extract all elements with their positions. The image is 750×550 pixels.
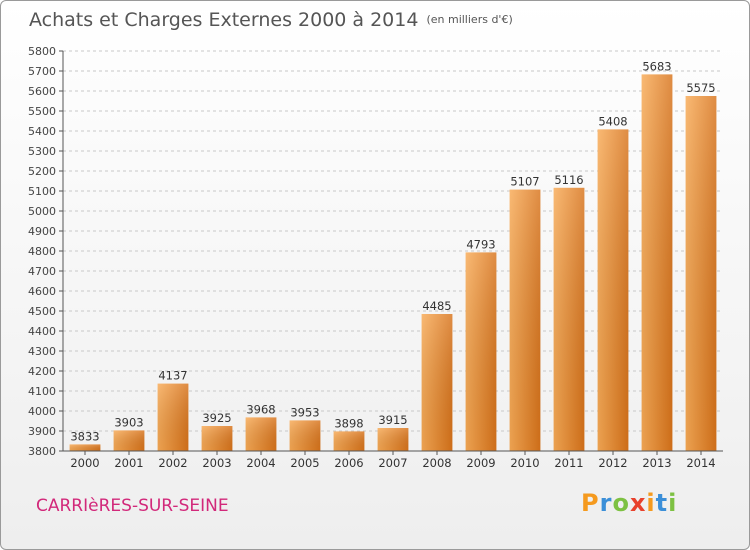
x-tick-label: 2008 [422,456,451,470]
bar-value-label: 3953 [290,405,319,419]
bar-shade-2012 [597,129,629,451]
x-tick-label: 2006 [334,456,363,470]
x-tick-label: 2014 [686,456,715,470]
bar-value-label: 3833 [70,429,99,443]
x-tick-label: 2009 [466,456,495,470]
logo-letter: o [612,489,630,517]
bar-shade-2006 [333,431,365,451]
y-tick-label: 5600 [28,85,56,98]
y-tick-label: 5300 [28,145,56,158]
bar-shade-2001 [113,430,145,451]
bar-value-label: 3925 [202,411,231,425]
x-tick-label: 2010 [510,456,539,470]
commune-name: CARRIèRES-SUR-SEINE [36,496,229,516]
bar-shade-2009 [465,252,497,451]
y-tick-label: 4500 [28,305,56,318]
bar-value-label: 5107 [510,175,539,189]
logo-letter: P [581,489,600,517]
x-tick-label: 2013 [642,456,671,470]
bar-shade-2007 [377,428,409,451]
y-tick-label: 4900 [28,225,56,238]
bar-value-label: 3968 [246,402,275,416]
bar-shade-2004 [245,417,277,451]
bar-value-label: 4485 [422,299,451,313]
y-tick-label: 5200 [28,165,56,178]
bar-value-label: 5408 [598,114,627,128]
axis-layer: 3800 3900 4000 4100 4200 4300 4400 4500 4600 4700… [28,45,723,470]
bar-value-label: 5575 [686,81,715,95]
x-tick-label: 2003 [202,456,231,470]
bar-shade-2005 [289,420,321,451]
bar-value-label: 3915 [378,413,407,427]
logo-letter: t [655,489,669,517]
y-tick-label: 5700 [28,65,56,78]
bar-shade-2014 [685,96,717,451]
bar-shade-2011 [553,187,585,452]
bar-layer [69,74,717,452]
proxiti-logo[interactable]: Proxiti [581,489,677,517]
y-tick-label: 4100 [28,385,56,398]
x-tick-label: 2004 [246,456,275,470]
bar-shade-2010 [509,189,541,451]
bar-shade-2002 [157,383,189,451]
chart-title: Achats et Charges Externes 2000 à 2014 (e… [29,9,513,31]
bar-shade-2008 [421,314,453,451]
bar-value-label: 5683 [642,59,671,73]
bar-shade-2003 [201,426,233,451]
bar-value-label: 3903 [114,415,143,429]
logo-letter: r [599,489,613,517]
label-layer: 3833 3903 4137 3925 3968 3953 3898 3915 4485 4793… [70,59,715,443]
y-tick-label: 5000 [28,205,56,218]
y-tick-label: 4400 [28,325,56,338]
y-tick-label: 3800 [28,445,56,458]
bar-value-label: 4793 [466,237,495,251]
bar-value-label: 5116 [554,173,583,187]
chart-unit: (en milliers d'€) [426,13,513,26]
bar-shade-2013 [641,74,673,452]
x-tick-label: 2000 [70,456,99,470]
x-tick-label: 2005 [290,456,319,470]
x-tick-label: 2007 [378,456,407,470]
y-tick-label: 5400 [28,125,56,138]
y-tick-label: 4700 [28,265,56,278]
y-tick-label: 4200 [28,365,56,378]
x-tick-label: 2001 [114,456,143,470]
y-tick-label: 4600 [28,285,56,298]
x-tick-label: 2011 [554,456,583,470]
bar-shade-2000 [69,444,101,451]
logo-letter: x [629,489,647,517]
y-tick-label: 3900 [28,425,56,438]
logo-letter: i [646,489,656,517]
y-tick-label: 5500 [28,105,56,118]
chart-title-text: Achats et Charges Externes 2000 à 2014 [29,9,419,31]
x-tick-label: 2002 [158,456,187,470]
y-tick-label: 5100 [28,185,56,198]
logo-letter: i [668,489,678,517]
y-tick-label: 4300 [28,345,56,358]
x-tick-label: 2012 [598,456,627,470]
y-tick-label: 4800 [28,245,56,258]
y-tick-label: 4000 [28,405,56,418]
bar-value-label: 4137 [158,369,187,383]
bar-value-label: 3898 [334,416,363,430]
y-tick-label: 5800 [28,45,56,58]
